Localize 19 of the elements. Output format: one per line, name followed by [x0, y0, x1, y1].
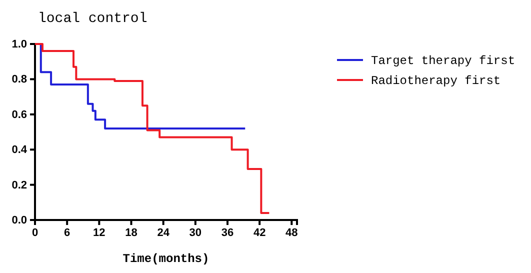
x-axis-title: Time(months) [122, 252, 210, 266]
y-tick-label: 0.4 [12, 144, 28, 156]
x-tick-label: 42 [253, 226, 266, 239]
chart-title: local control [38, 11, 148, 27]
x-tick-label: 0 [32, 226, 38, 239]
x-tick-label: 18 [125, 226, 138, 239]
x-tick-label: 30 [189, 226, 202, 239]
x-tick-label: 48 [286, 226, 298, 239]
x-tick-label: 6 [64, 226, 70, 239]
x-tick-label: 24 [157, 226, 170, 239]
y-tick-label: 1.0 [12, 38, 27, 51]
legend-label: Radiotherapy first [371, 74, 501, 88]
y-tick-label: 0.0 [12, 214, 27, 227]
x-tick-label: 36 [221, 226, 234, 239]
y-tick-label: 0.2 [12, 179, 27, 192]
legend-label: Target therapy first [371, 54, 516, 68]
y-tick-label: 0.6 [12, 108, 27, 121]
y-tick-label: 0.8 [12, 74, 27, 86]
x-tick-label: 12 [93, 226, 106, 239]
